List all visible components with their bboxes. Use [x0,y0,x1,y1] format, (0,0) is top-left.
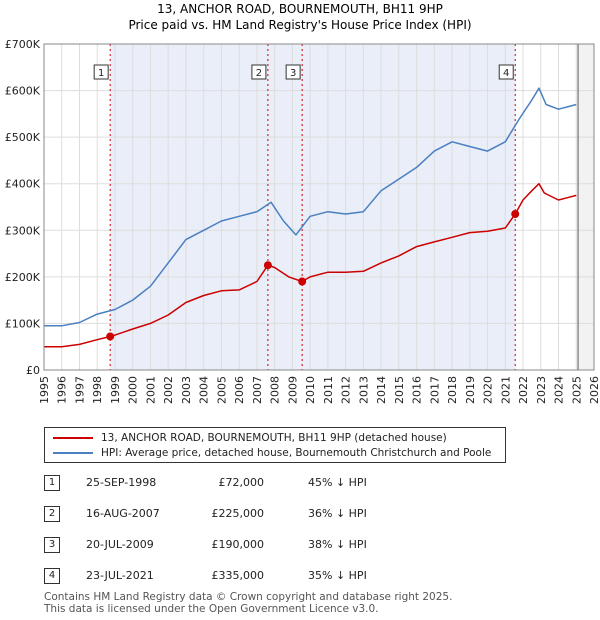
chart-title: 13, ANCHOR ROAD, BOURNEMOUTH, BH11 9HP [157,2,443,16]
x-tick-label: 2011 [322,376,335,404]
sale-number: 4 [44,568,60,584]
x-tick-label: 2017 [428,376,441,404]
x-tick-label: 2023 [535,376,548,404]
x-tick-label: 2015 [393,376,406,404]
footer: Contains HM Land Registry data © Crown c… [44,591,452,615]
sale-label-box [285,64,301,80]
x-tick-label: 2004 [198,376,211,404]
sale-label-box [498,64,514,80]
legend-label-property: 13, ANCHOR ROAD, BOURNEMOUTH, BH11 9HP (… [101,432,447,444]
legend-item-property: 13, ANCHOR ROAD, BOURNEMOUTH, BH11 9HP (… [53,431,447,445]
shaded-period [110,44,516,370]
sale-label-box [251,64,267,80]
sale-point [298,277,307,286]
sale-price: £190,000 [211,538,265,551]
series-line-property [44,182,577,348]
x-tick-label: 2006 [233,376,246,404]
sale-hpi-diff: 36% ↓ HPI [308,507,367,520]
x-tick-label: 2001 [144,376,157,404]
x-tick-label: 2005 [215,376,228,404]
x-tick-label: 2019 [464,376,477,404]
legend-swatch-hpi [53,452,93,454]
series-line-hpi [44,87,577,327]
sale-hpi-diff: 38% ↓ HPI [308,538,367,551]
x-tick-label: 2008 [269,376,282,404]
x-tick-label: 2025 [570,376,583,404]
sale-date: 20-JUL-2009 [86,538,154,551]
x-tick-label: 2013 [357,376,370,404]
x-tick-label: 2010 [304,376,317,404]
plot-border [43,43,595,371]
x-tick-label: 2016 [411,376,424,404]
x-tick-label: 2026 [588,376,600,404]
sale-label-box [93,64,109,80]
footer-copyright: Contains HM Land Registry data © Crown c… [44,591,453,603]
y-tick-label: £300K [5,224,41,237]
sale-hpi-diff: 35% ↓ HPI [308,569,367,582]
x-tick-label: 2007 [251,376,264,404]
sale-point [511,209,520,218]
sale-row: 4 23-JUL-2021 £335,000 35% ↓ HPI [44,568,384,584]
sale-number: 2 [44,506,60,522]
price-chart: 13, ANCHOR ROAD, BOURNEMOUTH, BH11 9HP P… [5,2,600,404]
sale-date: 23-JUL-2021 [86,569,154,582]
sale-label-number: 3 [290,68,296,79]
sale-row: 3 20-JUL-2009 £190,000 38% ↓ HPI [44,537,384,553]
chart-subtitle: Price paid vs. HM Land Registry's House … [128,18,471,32]
sale-number: 3 [44,537,60,553]
footer-licence: This data is licensed under the Open Gov… [44,603,379,615]
legend: 13, ANCHOR ROAD, BOURNEMOUTH, BH11 9HP (… [44,427,506,463]
x-tick-label: 2020 [482,376,495,404]
sale-hpi-diff: 45% ↓ HPI [308,476,367,489]
sale-price: £225,000 [211,507,265,520]
x-tick-label: 1995 [38,376,51,404]
y-tick-label: £700K [5,38,41,51]
x-tick-label: 2021 [499,376,512,404]
sale-row: 2 16-AUG-2007 £225,000 36% ↓ HPI [44,506,384,522]
legend-item-hpi: HPI: Average price, detached house, Bour… [53,446,491,460]
sale-label-number: 2 [256,68,262,79]
sale-date: 25-SEP-1998 [86,476,157,489]
y-tick-label: £600K [5,85,41,98]
sale-point [106,332,115,341]
y-tick-label: £0 [26,364,40,377]
sale-label-number: 4 [503,68,509,79]
x-tick-label: 2024 [553,376,566,404]
legend-swatch-property [53,437,93,439]
y-tick-label: £200K [5,271,41,284]
x-tick-label: 1999 [109,376,122,404]
x-tick-label: 2014 [375,376,388,404]
x-tick-label: 2002 [162,376,175,404]
sale-label-number: 1 [98,68,104,79]
sale-price: £72,000 [218,476,265,489]
x-tick-label: 2003 [180,376,193,404]
sale-date: 16-AUG-2007 [86,507,160,520]
x-tick-label: 2012 [340,376,353,404]
x-tick-label: 2009 [286,376,299,404]
y-tick-label: £500K [5,131,41,144]
y-tick-label: £100K [5,317,41,330]
sale-number: 1 [44,475,60,491]
x-tick-label: 1996 [56,376,69,404]
future-hatch-area [578,44,594,370]
x-tick-label: 1997 [73,376,86,404]
y-tick-label: £400K [5,178,41,191]
x-tick-label: 2000 [127,376,140,404]
sale-row: 1 25-SEP-1998 £72,000 45% ↓ HPI [44,475,384,491]
x-tick-label: 2018 [446,376,459,404]
sale-price: £335,000 [211,569,265,582]
legend-label-hpi: HPI: Average price, detached house, Bour… [101,447,492,459]
x-tick-label: 2022 [517,376,530,404]
x-tick-label: 1998 [91,376,104,404]
sale-point [263,261,272,270]
